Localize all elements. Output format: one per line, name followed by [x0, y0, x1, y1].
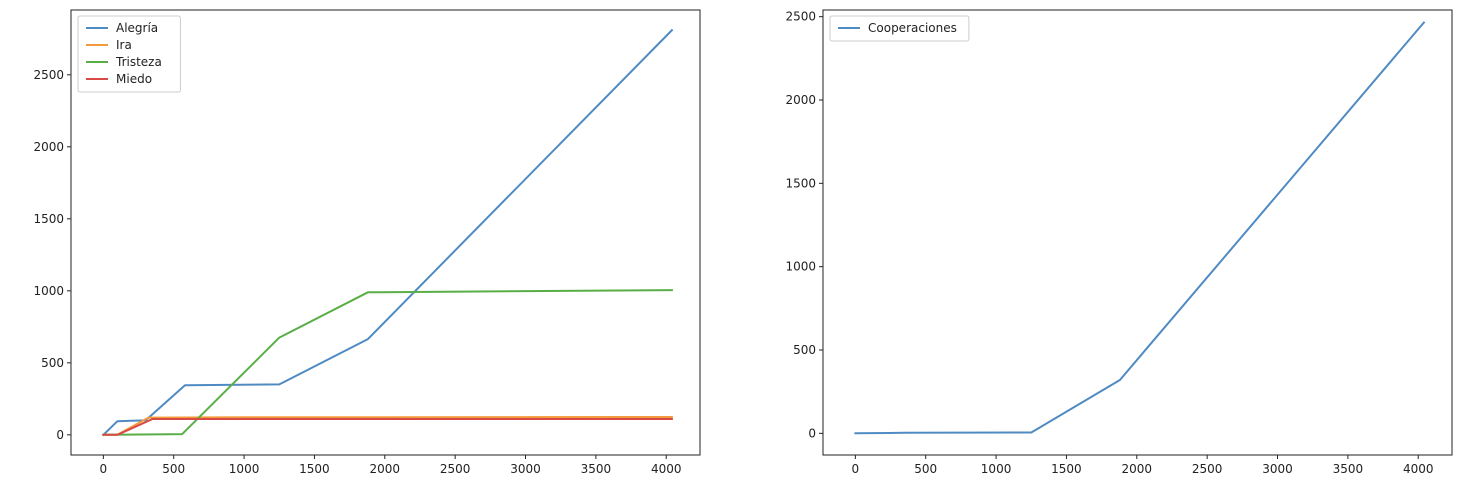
x-tick-label: 0	[100, 462, 108, 476]
legend-label: Alegría	[116, 21, 158, 35]
x-tick-label: 3500	[1333, 462, 1364, 476]
chart-1: 0 500 1000 1500 2000 2500 3000 3500 4000 0 500 1000…	[33, 9, 701, 476]
x-tick-label: 3000	[510, 462, 541, 476]
x-tick-label: 500	[162, 462, 185, 476]
y-tick-label: 2500	[33, 68, 64, 82]
y-tick-label: 0	[56, 428, 64, 442]
y-tick-label: 2000	[785, 93, 816, 107]
plot-frame	[70, 9, 701, 456]
y-tick-label: 500	[41, 356, 64, 370]
legend: Alegría Ira Tristeza Miedo	[77, 15, 181, 93]
x-tick-label: 2000	[1122, 462, 1153, 476]
x-tick-label: 3500	[581, 462, 612, 476]
legend-label: Cooperaciones	[868, 21, 957, 35]
x-tick-label: 500	[914, 462, 937, 476]
x-tick-label: 2000	[370, 462, 401, 476]
series-line-1	[101, 28, 674, 437]
x-tick-label: 4000	[651, 462, 682, 476]
y-tick-label: 1500	[785, 176, 816, 190]
x-tick-label: 0	[852, 462, 860, 476]
y-tick-label: 1000	[785, 260, 816, 274]
legend-label: Tristeza	[115, 55, 162, 69]
legend-label: Ira	[116, 38, 132, 52]
plot-frame	[822, 9, 1453, 456]
series-line-3	[102, 289, 673, 436]
legend: Cooperaciones	[829, 15, 970, 42]
y-tick-label: 500	[793, 343, 816, 357]
x-tick-label: 4000	[1403, 462, 1434, 476]
x-tick-label: 3000	[1262, 462, 1293, 476]
y-tick-label: 1500	[33, 212, 64, 226]
y-tick-label: 0	[808, 426, 816, 440]
y-tick-label: 1000	[33, 284, 64, 298]
x-tick-label: 1000	[229, 462, 260, 476]
x-tick-label: 2500	[1192, 462, 1223, 476]
legend-box	[77, 15, 181, 93]
legend-label: Miedo	[116, 72, 152, 86]
x-tick-label: 2500	[440, 462, 471, 476]
x-tick-label: 1500	[299, 462, 330, 476]
y-tick-label: 2000	[33, 140, 64, 154]
y-tick-label: 2500	[785, 10, 816, 24]
chart-2: 0 500 1000 1500 2000 2500 3000 3500 4000 0 500 1000…	[785, 9, 1453, 476]
series-line-4	[102, 418, 673, 436]
series-line-1	[854, 21, 1426, 435]
x-tick-label: 1500	[1051, 462, 1082, 476]
x-tick-label: 1000	[981, 462, 1012, 476]
legend-box	[829, 15, 970, 42]
